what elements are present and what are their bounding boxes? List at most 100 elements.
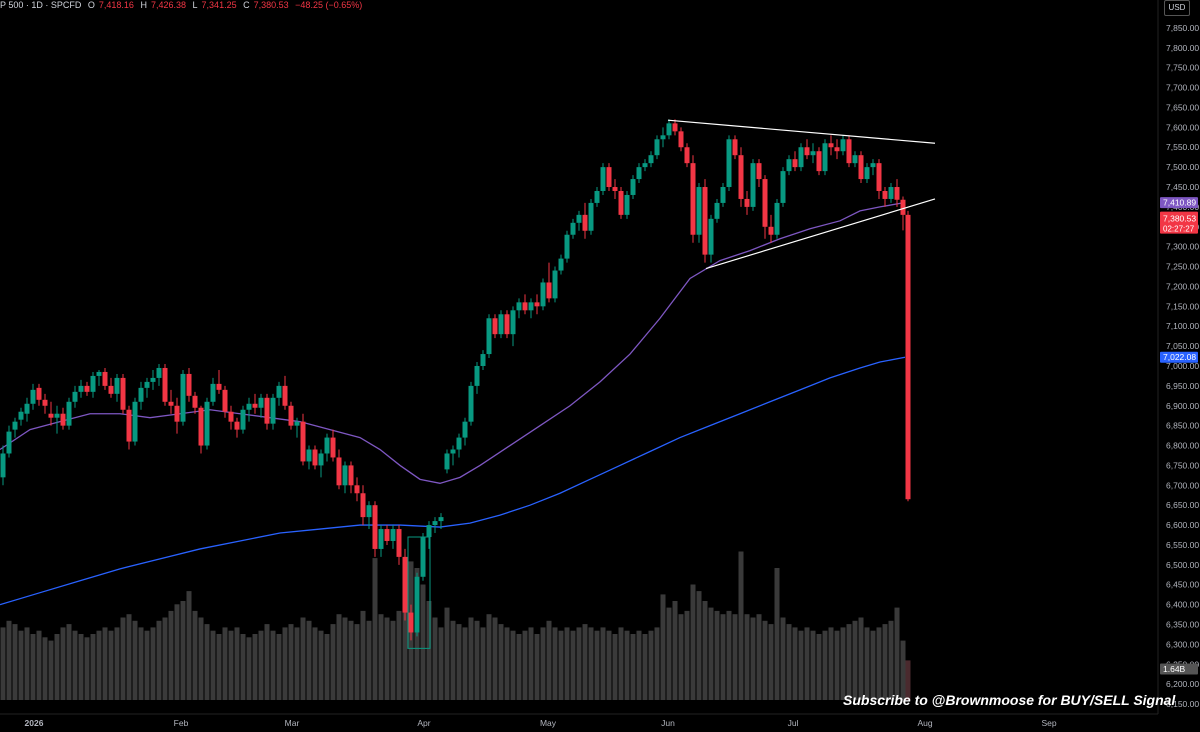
volume-bar <box>618 627 624 700</box>
candle-body <box>905 214 911 500</box>
symbol-label[interactable]: P 500 · 1D · SPCFD <box>0 0 82 10</box>
volume-bar <box>276 634 282 700</box>
candle-body <box>66 401 72 426</box>
volume-bar <box>905 660 911 700</box>
candle-body <box>42 399 48 406</box>
volume-bar <box>456 624 462 700</box>
candle-body <box>396 529 402 557</box>
candle-body <box>852 155 858 164</box>
candle-body <box>198 407 204 446</box>
high-value: 7,426.38 <box>150 0 187 10</box>
candle <box>564 230 570 263</box>
volume-bar <box>738 551 744 700</box>
candle-body <box>36 387 42 400</box>
volume-bar <box>528 627 534 700</box>
volume-bar <box>402 568 408 700</box>
badge-value: 7,380.53 <box>1163 214 1196 224</box>
candle-body <box>6 431 12 454</box>
volume-bar <box>270 630 276 700</box>
candle-body <box>360 493 366 518</box>
volume-bar <box>450 620 456 700</box>
volume-bar <box>60 627 66 700</box>
volume-bar <box>516 634 522 700</box>
candle <box>558 254 564 275</box>
volume-bar <box>438 627 444 700</box>
volume-bar <box>168 610 174 700</box>
candle <box>828 135 834 156</box>
volume-bar <box>750 617 756 700</box>
candle <box>846 135 852 168</box>
candle <box>534 294 540 315</box>
volume-bar <box>894 607 900 700</box>
candle <box>630 175 636 199</box>
volume-bar <box>582 624 588 700</box>
candle <box>54 405 60 434</box>
candle-body <box>408 612 414 633</box>
open-value: 7,418.16 <box>98 0 134 10</box>
candle <box>774 198 780 239</box>
candle-body <box>384 529 390 541</box>
candle-body <box>888 187 894 199</box>
candle <box>30 383 36 410</box>
candle-body <box>60 413 66 426</box>
candle-body <box>894 187 900 200</box>
volume-bar <box>258 630 264 700</box>
volume-bar <box>822 630 828 700</box>
volume-bar <box>126 614 132 700</box>
candle <box>642 159 648 172</box>
candle <box>186 367 192 402</box>
y-tick-label: 7,300.00 <box>1166 242 1199 252</box>
candle <box>624 190 630 219</box>
volume-bar <box>84 637 90 700</box>
candle <box>126 405 132 450</box>
candle-body <box>174 405 180 422</box>
candle-body <box>594 190 600 203</box>
candle <box>732 135 738 160</box>
candle-body <box>318 453 324 466</box>
candle-body <box>30 389 36 404</box>
candle-body <box>450 449 456 454</box>
x-tick-label: Sep <box>1041 718 1056 728</box>
candle-body <box>504 314 510 335</box>
candle-body <box>420 537 426 577</box>
candle <box>798 143 804 172</box>
volume-bar <box>378 614 384 700</box>
candle-body <box>672 123 678 132</box>
currency-button[interactable]: USD <box>1164 0 1190 16</box>
candle <box>402 548 408 621</box>
volume-bar <box>288 624 294 700</box>
candle <box>810 143 816 164</box>
volume-bar <box>354 624 360 700</box>
volume-bar <box>492 617 498 700</box>
close-value: 7,380.53 <box>253 0 289 10</box>
candle-body <box>696 187 702 235</box>
candle-body <box>510 310 516 335</box>
candle-body <box>330 437 336 458</box>
x-tick-label: Aug <box>917 718 932 728</box>
candle <box>90 371 96 398</box>
volume-bar <box>504 627 510 700</box>
candle-body <box>78 385 84 392</box>
candle-body <box>576 214 582 223</box>
candle-body <box>168 401 174 406</box>
volume-bar <box>834 630 840 700</box>
x-axis[interactable]: 2026 Feb Mar Apr May Jun Jul Aug Sep <box>0 713 1158 728</box>
candle-body <box>486 318 492 355</box>
candle <box>354 477 360 502</box>
volume-bar <box>390 620 396 700</box>
candle <box>408 604 414 641</box>
x-tick-label: Jun <box>661 718 675 728</box>
candle-body <box>114 377 120 394</box>
candle <box>894 179 900 207</box>
candle-body <box>546 282 552 299</box>
candle <box>258 393 264 418</box>
volume-bar <box>150 627 156 700</box>
badge-bg <box>1160 663 1198 675</box>
candle-body <box>612 187 618 191</box>
y-axis[interactable]: 7,850.00 7,800.00 7,750.00 7,700.00 7,650.00… <box>1157 0 1199 714</box>
trendlines <box>667 119 936 270</box>
candle <box>360 485 366 526</box>
volume-bar <box>234 627 240 700</box>
candle <box>252 393 258 414</box>
